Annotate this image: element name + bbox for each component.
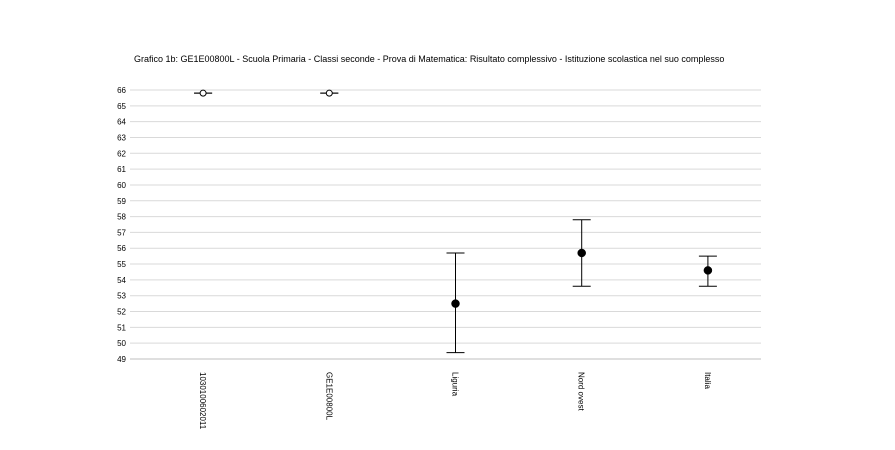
data-point-4 bbox=[577, 248, 586, 258]
data-point-2 bbox=[325, 89, 333, 97]
y-tick-label-61: 61 bbox=[117, 165, 126, 174]
y-tick-label-65: 65 bbox=[117, 102, 126, 111]
y-tick-label-49: 49 bbox=[117, 355, 126, 364]
y-tick-label-60: 60 bbox=[117, 181, 126, 190]
data-marks bbox=[194, 89, 717, 354]
grid-lines bbox=[130, 89, 761, 360]
y-tick-label-66: 66 bbox=[117, 86, 126, 95]
y-tick-label-62: 62 bbox=[117, 149, 126, 158]
y-tick-label-53: 53 bbox=[117, 292, 126, 301]
data-point-1 bbox=[199, 89, 207, 97]
chart-title: Grafico 1b: GE1E00800L - Scuola Primaria… bbox=[134, 54, 725, 64]
y-tick-label-51: 51 bbox=[117, 323, 126, 332]
y-tick-label-57: 57 bbox=[117, 228, 126, 237]
y-tick-label-54: 54 bbox=[117, 276, 126, 285]
y-tick-label-58: 58 bbox=[117, 213, 126, 222]
x-tick-label-4: Nord ovest bbox=[577, 372, 586, 411]
y-tick-label-55: 55 bbox=[117, 260, 126, 269]
y-axis-ticks: 49 50 51 52 53 54 55 56 57 58 59 60 61 62 63 64 65 66 bbox=[117, 86, 126, 364]
y-tick-label-59: 59 bbox=[117, 197, 126, 206]
x-tick-label-3: Liguria bbox=[451, 372, 460, 397]
x-tick-label-1: 1030100602011 bbox=[198, 372, 207, 430]
x-tick-label-2: GE1E00800L bbox=[324, 372, 333, 421]
data-point-3 bbox=[451, 299, 460, 308]
y-tick-label-64: 64 bbox=[117, 118, 126, 127]
x-tick-label-5: Italia bbox=[703, 372, 712, 389]
y-tick-label-63: 63 bbox=[117, 133, 126, 142]
y-tick-label-50: 50 bbox=[117, 339, 126, 348]
y-tick-label-56: 56 bbox=[117, 244, 126, 253]
y-tick-label-52: 52 bbox=[117, 308, 126, 317]
data-point-5 bbox=[703, 266, 713, 275]
x-axis-ticks: 1030100602011 GE1E00800L Liguria Nord ovest… bbox=[198, 372, 712, 430]
